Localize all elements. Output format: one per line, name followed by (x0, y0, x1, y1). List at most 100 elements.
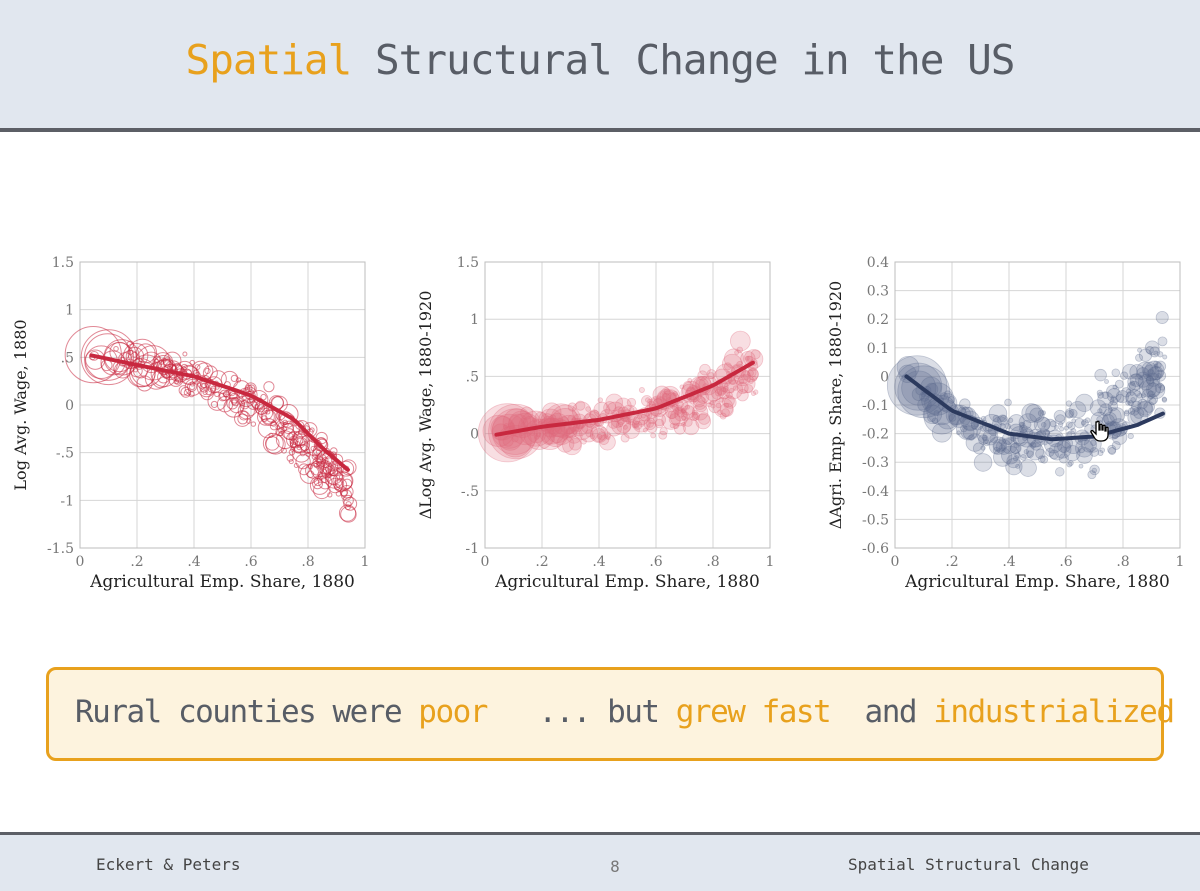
data-point (542, 421, 569, 447)
data-point (692, 395, 707, 410)
data-point (1029, 407, 1045, 423)
data-point (1053, 440, 1072, 459)
data-point (1089, 399, 1107, 417)
data-point (205, 388, 213, 396)
data-point (269, 421, 279, 431)
data-point (1106, 384, 1120, 399)
hand-cursor-icon (1090, 420, 1109, 442)
data-point (1146, 372, 1161, 387)
data-point (241, 386, 258, 403)
header-bar: Spatial Structural Change in the US (0, 0, 1200, 132)
data-point (1130, 397, 1136, 403)
data-point (580, 438, 587, 445)
data-point (681, 421, 687, 427)
data-point (736, 389, 749, 402)
data-point (310, 445, 316, 452)
x-tick-label: .8 (706, 554, 719, 570)
data-point (721, 394, 735, 408)
data-point (1129, 391, 1135, 396)
data-point (988, 436, 1008, 455)
data-point (691, 413, 698, 420)
data-point (1125, 391, 1138, 404)
data-point (1127, 373, 1144, 391)
data-point (263, 381, 275, 393)
data-point (680, 408, 686, 414)
data-point (751, 391, 756, 397)
data-point (917, 397, 932, 412)
data-point (1135, 353, 1144, 362)
data-point (1140, 393, 1146, 399)
data-point (671, 403, 679, 412)
x-axis-label: Agricultural Emp. Share, 1880 (494, 572, 760, 592)
data-point (1145, 375, 1155, 385)
data-point (1101, 414, 1115, 427)
data-point (948, 413, 957, 422)
y-tick-label: -0.4 (862, 484, 889, 500)
data-point (1004, 398, 1012, 407)
data-point (669, 407, 689, 427)
data-point (565, 426, 583, 444)
data-point (562, 435, 582, 456)
data-point (335, 491, 342, 497)
data-point (722, 385, 729, 393)
data-point (1060, 446, 1067, 454)
data-point (692, 409, 698, 416)
data-point (943, 390, 952, 399)
data-point (1037, 417, 1051, 431)
data-point (715, 402, 722, 409)
data-point (1125, 389, 1143, 407)
data-point (153, 355, 174, 375)
x-tick-label: .2 (130, 554, 143, 570)
data-point (296, 445, 302, 451)
data-point (1109, 407, 1126, 424)
data-point (992, 414, 1000, 423)
data-point (710, 403, 716, 409)
data-point (1023, 449, 1029, 455)
y-axis-label: Log Avg. Wage, 1880 (11, 319, 30, 490)
data-point (720, 387, 727, 393)
footer-title: Spatial Structural Change (848, 855, 1089, 874)
data-point (645, 411, 651, 417)
data-point (250, 421, 257, 427)
data-point (507, 422, 515, 430)
data-point (532, 417, 538, 423)
data-point (708, 399, 722, 414)
data-point (1067, 460, 1074, 466)
data-point (980, 415, 987, 422)
data-point (219, 389, 231, 401)
data-point (183, 389, 191, 396)
data-point (739, 378, 745, 384)
data-point (706, 402, 712, 408)
data-point (1025, 404, 1044, 422)
data-point (709, 400, 715, 406)
data-point (960, 425, 975, 440)
data-point (1044, 430, 1050, 436)
y-tick-label: -0.6 (862, 541, 889, 557)
data-point (1075, 438, 1094, 458)
data-point (1000, 437, 1018, 454)
title-accent: Spatial (185, 36, 353, 84)
data-point (637, 414, 643, 420)
y-tick-label: 1.5 (457, 255, 479, 271)
data-point (1127, 407, 1136, 415)
data-point (1065, 410, 1074, 419)
data-point (981, 434, 988, 441)
data-point (598, 434, 610, 445)
data-point (260, 393, 267, 401)
data-point (1058, 453, 1069, 464)
data-point (992, 446, 1001, 455)
data-point (1127, 400, 1134, 407)
data-point (1143, 401, 1155, 413)
x-axis-label: Agricultural Emp. Share, 1880 (89, 572, 355, 592)
data-point (1040, 410, 1046, 416)
data-point (1089, 464, 1100, 476)
data-point (695, 400, 708, 413)
data-point (740, 370, 751, 381)
data-point (597, 431, 607, 441)
x-tick-label: .4 (187, 554, 200, 570)
data-point (922, 404, 943, 425)
data-point (1064, 444, 1081, 462)
data-point (658, 430, 668, 440)
y-tick-label: 0.4 (867, 255, 889, 271)
data-point (1033, 416, 1051, 433)
